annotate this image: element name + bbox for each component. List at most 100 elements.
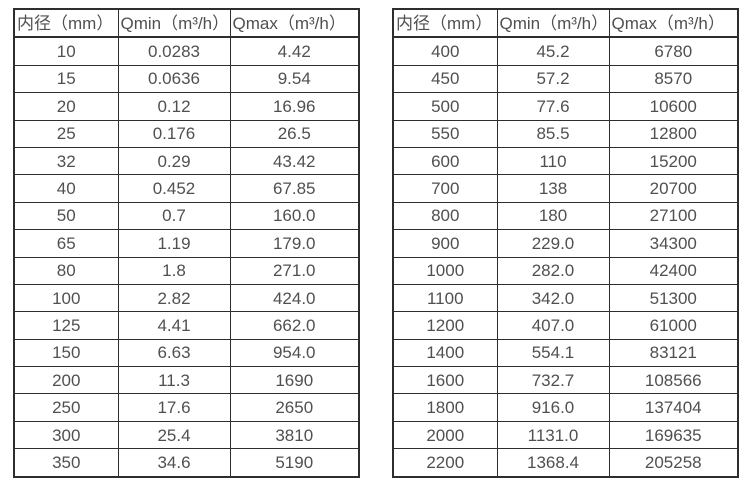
table-row: 300 25.4 3810 [13,420,360,450]
table-cell: 100 [13,283,119,313]
table-cell: 954.0 [229,338,360,368]
table-cell: 554.1 [496,338,610,368]
table-cell: 80 [13,256,119,285]
table-cell: 600 [392,146,498,176]
table-cell: 2000 [392,420,498,450]
table-cell: 125 [13,311,119,340]
table-cell: 205258 [608,448,739,478]
table-cell: 27100 [608,201,739,231]
table-row: 1000 282.0 42400 [392,256,739,285]
table-cell: 57.2 [496,64,610,94]
table-cell: 0.0283 [117,36,231,66]
table-cell: 32 [13,146,119,176]
table-body: 400 45.2 6780 450 57.2 8570 500 77.6 10600 550 85.… [392,36,739,478]
table-cell: 0.7 [117,201,231,231]
table-row: 200 11.3 1690 [13,366,360,395]
table-row: 150 6.63 954.0 [13,338,360,368]
table-cell: 0.0636 [117,64,231,94]
table-row: 1800 916.0 137404 [392,393,739,422]
table-cell: 169635 [608,420,739,450]
table-cell: 12800 [608,119,739,148]
table-cell: 662.0 [229,311,360,340]
table-cell: 500 [392,92,498,121]
table-cell: 342.0 [496,283,610,313]
table-cell: 16.96 [229,92,360,121]
table-cell: 10600 [608,92,739,121]
table-cell: 25 [13,119,119,148]
table-cell: 83121 [608,338,739,368]
table-cell: 282.0 [496,256,610,285]
table-row: 50 0.7 160.0 [13,201,360,231]
table-row: 32 0.29 43.42 [13,146,360,176]
table-cell: 50 [13,201,119,231]
table-cell: 61000 [608,311,739,340]
table-cell: 732.7 [496,366,610,395]
table-cell: 138 [496,174,610,203]
table-cell: 6.63 [117,338,231,368]
table-cell: 15200 [608,146,739,176]
table-cell: 77.6 [496,92,610,121]
table-cell: 1000 [392,256,498,285]
table-cell: 300 [13,420,119,450]
table-cell: 0.176 [117,119,231,148]
table-row: 25 0.176 26.5 [13,119,360,148]
table-row: 900 229.0 34300 [392,229,739,258]
table-cell: 1600 [392,366,498,395]
table-cell: 2.82 [117,283,231,313]
table-row: 2200 1368.4 205258 [392,448,739,478]
table-cell: 67.85 [229,174,360,203]
table-cell: 550 [392,119,498,148]
table-cell: 250 [13,393,119,422]
table-row: 1200 407.0 61000 [392,311,739,340]
table-row: 1400 554.1 83121 [392,338,739,368]
table-cell: 108566 [608,366,739,395]
table-cell: 2200 [392,448,498,478]
col-header-qmin: Qmin（m³/h） [117,8,231,39]
table-cell: 1690 [229,366,360,395]
table-row: 125 4.41 662.0 [13,311,360,340]
table-cell: 34.6 [117,448,231,478]
table-cell: 1400 [392,338,498,368]
table-row: 250 17.6 2650 [13,393,360,422]
table-cell: 20 [13,92,119,121]
col-header-qmin: Qmin（m³/h） [496,8,610,39]
table-cell: 6780 [608,36,739,66]
table-cell: 5190 [229,448,360,478]
table-cell: 40 [13,174,119,203]
table-cell: 800 [392,201,498,231]
table-row: 450 57.2 8570 [392,64,739,94]
table-header: 内径（mm） Qmin（m³/h） Qmax（m³/h） [392,8,739,39]
table-cell: 1200 [392,311,498,340]
table-row: 550 85.5 12800 [392,119,739,148]
flow-table-small-diameters: 内径（mm） Qmin（m³/h） Qmax（m³/h） 10 0.0283 4.4… [13,8,360,478]
table-cell: 9.54 [229,64,360,94]
table-cell: 10 [13,36,119,66]
table-cell: 42400 [608,256,739,285]
table-cell: 179.0 [229,229,360,258]
table-cell: 1368.4 [496,448,610,478]
table-row: 15 0.0636 9.54 [13,64,360,94]
table-cell: 229.0 [496,229,610,258]
table-row: 700 138 20700 [392,174,739,203]
table-cell: 15 [13,64,119,94]
table-cell: 43.42 [229,146,360,176]
table-cell: 2650 [229,393,360,422]
table-row: 65 1.19 179.0 [13,229,360,258]
table-row: 10 0.0283 4.42 [13,36,360,66]
table-cell: 0.29 [117,146,231,176]
table-cell: 1131.0 [496,420,610,450]
table-cell: 4.41 [117,311,231,340]
table-cell: 1.19 [117,229,231,258]
header-row: 内径（mm） Qmin（m³/h） Qmax（m³/h） [13,8,360,39]
col-header-qmax: Qmax（m³/h） [229,8,360,39]
col-header-qmax: Qmax（m³/h） [608,8,739,39]
table-cell: 34300 [608,229,739,258]
table-cell: 45.2 [496,36,610,66]
table-cell: 11.3 [117,366,231,395]
table-row: 350 34.6 5190 [13,448,360,478]
table-row: 2000 1131.0 169635 [392,420,739,450]
table-cell: 110 [496,146,610,176]
table-cell: 25.4 [117,420,231,450]
table-cell: 150 [13,338,119,368]
table-row: 1600 732.7 108566 [392,366,739,395]
